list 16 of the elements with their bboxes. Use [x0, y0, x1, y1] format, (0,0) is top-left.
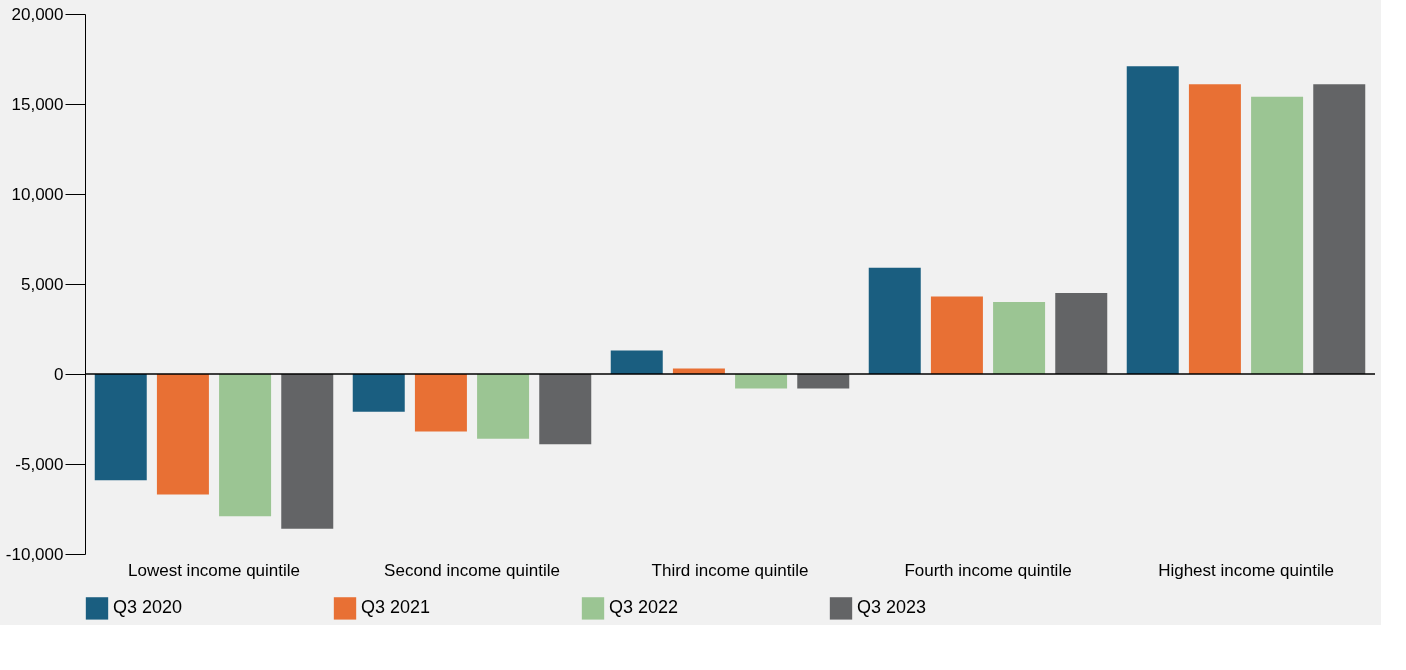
y-tick-label: 20,000	[11, 4, 64, 24]
legend-label: Q3 2020	[113, 597, 183, 618]
y-tick-label: -5,000	[15, 454, 64, 474]
legend-label: Q3 2022	[609, 597, 679, 618]
y-tick-label: 15,000	[11, 94, 64, 114]
y-tick-label: -10,000	[5, 544, 64, 564]
y-tick-label: 5,000	[20, 274, 64, 294]
x-tick-label: Fourth income quintile	[904, 560, 1072, 580]
legend-label: Q3 2021	[361, 597, 431, 618]
y-tick-label: 10,000	[11, 184, 64, 204]
x-tick-label: Third income quintile	[651, 560, 809, 580]
x-tick-label: Second income quintile	[384, 560, 560, 580]
y-tick-label: 0	[54, 364, 64, 384]
x-tick-label: Lowest income quintile	[128, 560, 300, 580]
x-tick-label: Highest income quintile	[1158, 560, 1334, 580]
legend-label: Q3 2023	[857, 597, 927, 618]
